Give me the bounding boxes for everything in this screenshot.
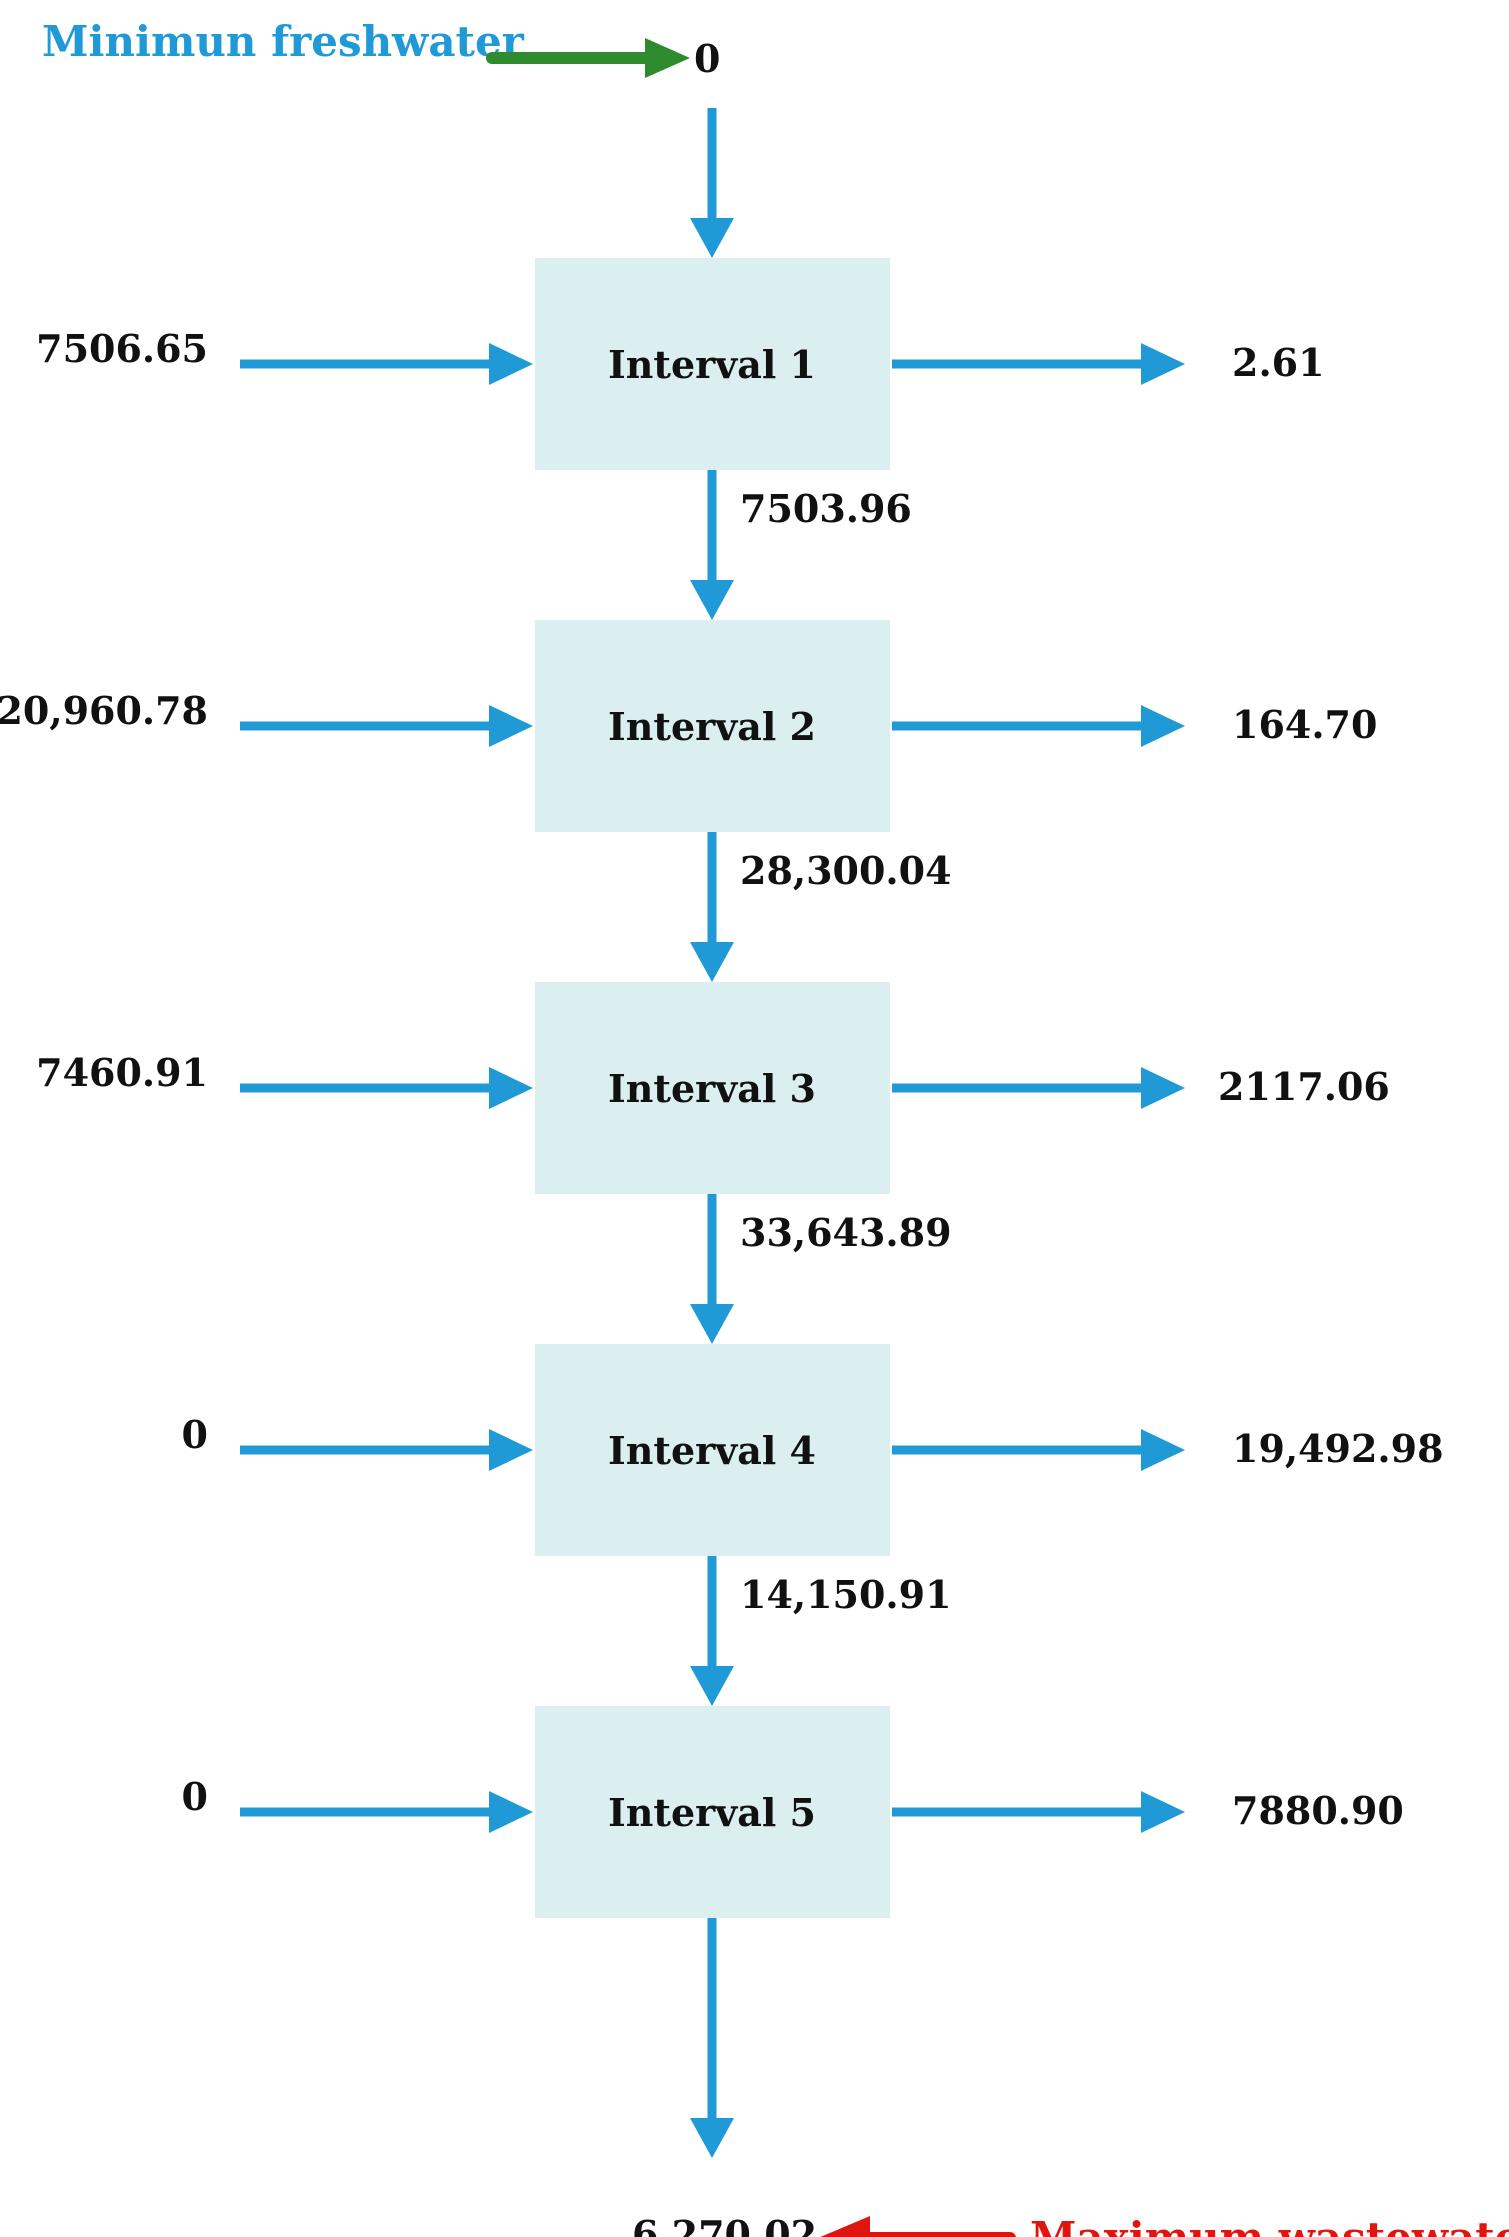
cascade-value-1: 7503.96 xyxy=(740,486,912,531)
inflow-value-5: 0 xyxy=(182,1774,208,1819)
outflow-arrow-4-head xyxy=(1141,1429,1185,1471)
outflow-arrow-5-head xyxy=(1141,1791,1185,1833)
wastewater-down-arrow-head xyxy=(690,2118,734,2158)
inflow-value-1: 7506.65 xyxy=(36,326,208,371)
inflow-arrow-1-head xyxy=(489,343,533,385)
interval-cascade: Interval 1 7506.65 2.61 7503.96 Interval 2 20… xyxy=(0,108,1444,2158)
inflow-arrow-2-head xyxy=(489,705,533,747)
outflow-arrow-1-head xyxy=(1141,343,1185,385)
outflow-value-5: 7880.90 xyxy=(1232,1788,1404,1833)
interval-box-3 xyxy=(535,982,890,1194)
outflow-value-2: 164.70 xyxy=(1232,702,1377,747)
interval-box-5 xyxy=(535,1706,890,1918)
cascade-arrow-3-head xyxy=(690,1304,734,1344)
wastewater-value: 6,270.02 xyxy=(632,2212,817,2237)
cascade-arrow-4-head xyxy=(690,1666,734,1706)
wastewater-arrow-head xyxy=(820,2216,870,2237)
inflow-value-4: 0 xyxy=(182,1412,208,1457)
freshwater-arrow-head xyxy=(645,38,690,78)
cascade-value-3: 33,643.89 xyxy=(740,1210,952,1255)
inflow-arrow-5-head xyxy=(489,1791,533,1833)
interval-label-2: Interval 2 xyxy=(608,704,816,749)
interval-label-1: Interval 1 xyxy=(608,342,816,387)
interval-label-5: Interval 5 xyxy=(608,1790,816,1835)
interval-label-4: Interval 4 xyxy=(608,1428,816,1473)
inflow-arrow-4-head xyxy=(489,1429,533,1471)
cascade-arrow-2-head xyxy=(690,942,734,982)
outflow-value-4: 19,492.98 xyxy=(1232,1426,1444,1471)
inflow-value-2: 20,960.78 xyxy=(0,688,208,733)
interval-box-2 xyxy=(535,620,890,832)
interval-label-3: Interval 3 xyxy=(608,1066,816,1111)
freshwater-down-arrow-head xyxy=(690,218,734,258)
interval-box-1 xyxy=(535,258,890,470)
wastewater-label: Maximum wastewater xyxy=(1030,2213,1509,2237)
outflow-arrow-2-head xyxy=(1141,705,1185,747)
freshwater-label: Minimun freshwater xyxy=(42,17,525,66)
inflow-arrow-3-head xyxy=(489,1067,533,1109)
inflow-value-3: 7460.91 xyxy=(36,1050,208,1095)
outflow-value-3: 2117.06 xyxy=(1218,1064,1390,1109)
outflow-arrow-3-head xyxy=(1141,1067,1185,1109)
cascade-value-4: 14,150.91 xyxy=(740,1572,952,1617)
cascade-value-2: 28,300.04 xyxy=(740,848,952,893)
cascade-arrow-1-head xyxy=(690,580,734,620)
outflow-value-1: 2.61 xyxy=(1232,340,1325,385)
freshwater-value: 0 xyxy=(694,36,720,81)
interval-box-4 xyxy=(535,1344,890,1556)
